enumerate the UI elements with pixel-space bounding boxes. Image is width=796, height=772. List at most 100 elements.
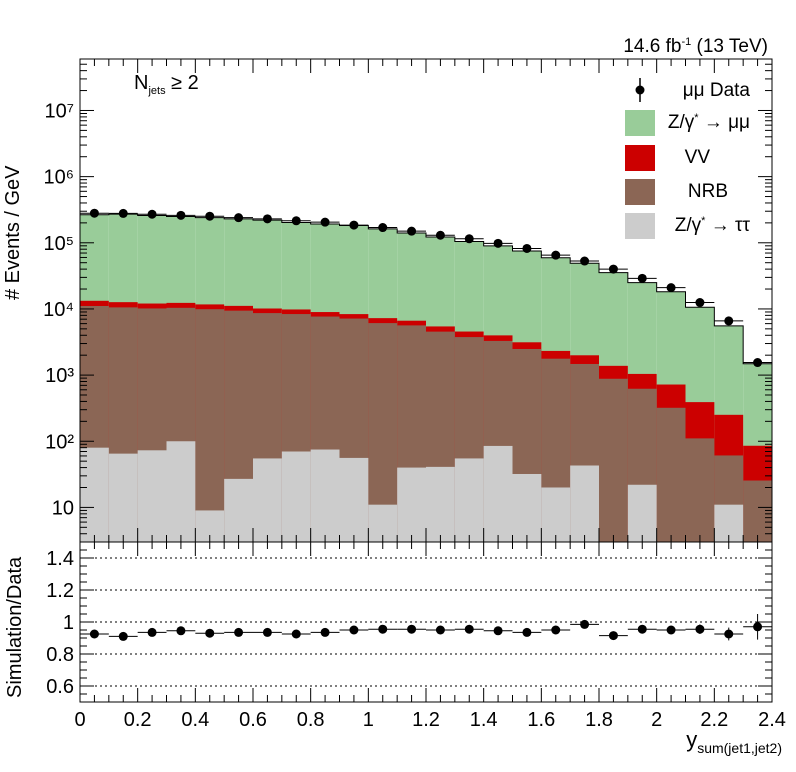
bar-ztt-bin-0 bbox=[80, 447, 109, 542]
y-tick-label-5: 10⁶ bbox=[44, 167, 74, 189]
ratio-y-axis-label: Simulation/Data bbox=[4, 556, 26, 698]
data-point-14 bbox=[493, 238, 503, 248]
data-point-17 bbox=[580, 256, 590, 266]
x-axis-label: ysum(jet1,jet2) bbox=[686, 727, 782, 756]
ratio-panel: 0.6 0.8 1 1.2 1.4 0 0.2 0.4 0.6 0.8 1 1.2 1.4 1.6 1.8 2… bbox=[46, 541, 786, 731]
main-panel: 10 10² 10³ 10⁴ 10⁵ 10⁶ 10⁷ bbox=[43, 58, 773, 543]
x-tick-label-4: 0.8 bbox=[297, 709, 325, 731]
bar-nrb-bin-18 bbox=[599, 378, 628, 542]
legend-ztt-swatch bbox=[625, 213, 655, 239]
x-tick-label-5: 1 bbox=[363, 709, 374, 731]
bar-ztt-bin-3 bbox=[166, 441, 196, 542]
ratio-y-tick-label-1: 0.8 bbox=[46, 644, 74, 666]
ratio-y-tick-label-0: 0.6 bbox=[46, 676, 74, 698]
ratio-point-2 bbox=[147, 627, 157, 637]
ratio-y-tick-label-3: 1.2 bbox=[46, 580, 74, 602]
x-tick-label-3: 0.6 bbox=[239, 709, 267, 731]
y-tick-label-1: 10² bbox=[45, 431, 74, 453]
ratio-point-7 bbox=[291, 629, 301, 639]
data-point-18 bbox=[608, 264, 618, 274]
data-point-16 bbox=[551, 250, 561, 260]
data-point-12 bbox=[435, 230, 445, 240]
bar-ztt-bin-5 bbox=[224, 478, 253, 542]
data-point-23 bbox=[753, 358, 763, 368]
ratio-point-22 bbox=[724, 629, 734, 639]
bar-nrb-bin-21 bbox=[685, 438, 715, 542]
ratio-point-8 bbox=[320, 627, 330, 637]
legend-nrb-label: NRB bbox=[687, 181, 728, 202]
data-point-11 bbox=[407, 226, 417, 236]
x-tick-label-10: 2 bbox=[651, 709, 662, 731]
ratio-point-21 bbox=[695, 624, 705, 634]
data-point-2 bbox=[147, 209, 157, 219]
ratio-point-19 bbox=[637, 624, 647, 634]
ratio-point-1 bbox=[118, 631, 128, 641]
y-tick-label-4: 10⁵ bbox=[43, 233, 74, 255]
bar-ztt-bin-12 bbox=[426, 466, 455, 542]
ratio-point-23 bbox=[753, 622, 763, 632]
data-point-22 bbox=[724, 316, 734, 326]
ratio-y-tick-label-2: 1 bbox=[63, 612, 74, 634]
data-point-7 bbox=[291, 216, 301, 226]
data-point-15 bbox=[522, 243, 532, 253]
bar-ztt-bin-9 bbox=[339, 457, 369, 542]
x-tick-label-1: 0.2 bbox=[124, 709, 152, 731]
bar-ztt-bin-2 bbox=[137, 450, 167, 542]
ratio-point-6 bbox=[262, 627, 272, 637]
bar-nrb-bin-4 bbox=[195, 309, 225, 542]
top-y-axis-label: # Events / GeV bbox=[2, 165, 24, 300]
ratio-point-5 bbox=[234, 627, 244, 637]
data-point-3 bbox=[176, 210, 186, 220]
data-point-8 bbox=[320, 217, 330, 227]
data-point-5 bbox=[234, 213, 244, 223]
bar-ztt-bin-6 bbox=[253, 458, 282, 542]
ratio-point-20 bbox=[666, 625, 676, 635]
data-point-4 bbox=[205, 211, 215, 221]
data-point-21 bbox=[695, 298, 705, 308]
data-point-13 bbox=[464, 234, 474, 244]
ratio-point-12 bbox=[435, 625, 445, 635]
bar-ztt-bin-13 bbox=[454, 458, 484, 542]
bar-ztt-bin-8 bbox=[310, 449, 340, 542]
bar-ztt-bin-15 bbox=[512, 473, 542, 542]
x-tick-label-8: 1.6 bbox=[527, 709, 555, 731]
selection-label: Njets ≥ 2 bbox=[134, 72, 199, 97]
ratio-point-17 bbox=[580, 619, 590, 629]
ratio-y-tick-label-4: 1.4 bbox=[46, 548, 74, 570]
ratio-point-10 bbox=[378, 624, 388, 634]
y-tick-label-6: 10⁷ bbox=[45, 100, 74, 122]
legend-nrb-swatch bbox=[625, 179, 655, 205]
x-tick-label-6: 1.2 bbox=[412, 709, 440, 731]
bar-ztt-bin-16 bbox=[541, 487, 571, 542]
x-tick-label-9: 1.8 bbox=[585, 709, 613, 731]
x-tick-label-11: 2.2 bbox=[700, 709, 728, 731]
x-tick-label-2: 0.4 bbox=[181, 709, 209, 731]
y-tick-label-2: 10³ bbox=[45, 365, 74, 387]
ratio-point-14 bbox=[493, 626, 503, 636]
data-point-9 bbox=[349, 220, 359, 230]
bar-ztt-bin-11 bbox=[397, 467, 426, 542]
ratio-point-0 bbox=[89, 629, 99, 639]
bar-ztt-bin-1 bbox=[108, 453, 138, 542]
ratio-point-16 bbox=[551, 625, 561, 635]
ratio-point-11 bbox=[407, 624, 417, 634]
ratio-point-4 bbox=[205, 628, 215, 638]
data-point-1 bbox=[118, 208, 128, 218]
legend-data-label: μμ Data bbox=[682, 80, 750, 101]
legend-zmm-swatch bbox=[625, 110, 655, 136]
y-tick-label-3: 10⁴ bbox=[43, 299, 74, 321]
ratio-point-3 bbox=[176, 626, 186, 636]
luminosity-label: 14.6 fb-1 (13 TeV) bbox=[623, 36, 768, 57]
legend-data-marker bbox=[635, 78, 645, 102]
x-tick-label-7: 1.4 bbox=[470, 709, 498, 731]
legend-vv-swatch bbox=[625, 145, 655, 171]
legend-ztt-label: Z/γ* → ττ bbox=[674, 215, 750, 236]
data-point-19 bbox=[637, 273, 647, 283]
bar-ztt-bin-17 bbox=[570, 465, 599, 542]
x-tick-label-0: 0 bbox=[74, 709, 85, 731]
ratio-point-13 bbox=[464, 624, 474, 634]
y-tick-label-0: 10 bbox=[52, 497, 74, 519]
bar-ztt-bin-7 bbox=[281, 451, 311, 542]
bar-ztt-bin-19 bbox=[627, 484, 657, 542]
